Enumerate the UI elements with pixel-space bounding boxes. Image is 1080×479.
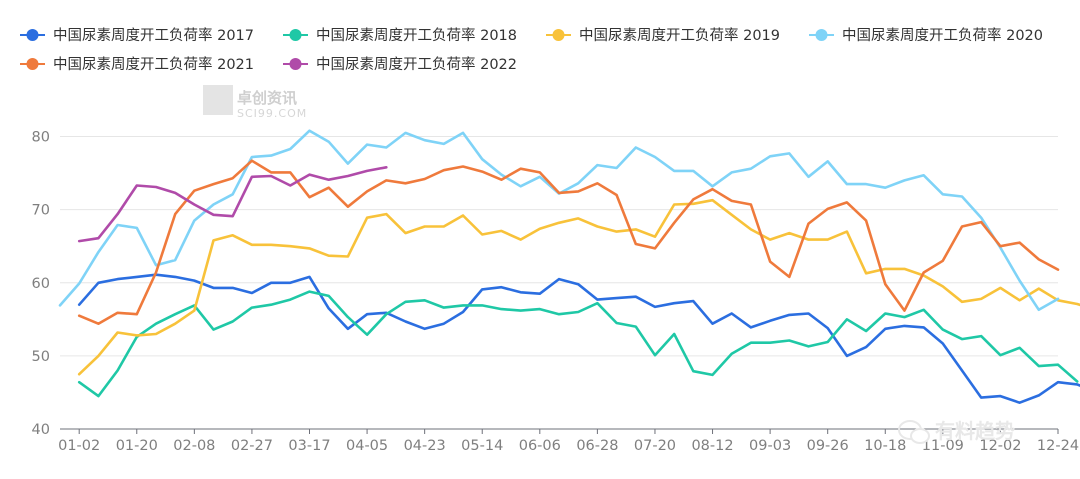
x-tick-label: 09-03	[749, 438, 791, 454]
legend-label: 中国尿素周度开工负荷率 2020	[842, 27, 1043, 44]
legend-marker	[26, 29, 39, 41]
series-line-5	[77, 159, 1060, 325]
x-tick-label: 01-02	[58, 438, 100, 454]
legend-marker	[815, 29, 828, 41]
legend-item[interactable]: 中国尿素周度开工负荷率 2022	[283, 56, 517, 73]
y-tick-label: 60	[32, 276, 50, 292]
x-tick-label: 04-23	[404, 438, 446, 454]
legend-marker	[26, 58, 39, 70]
watermark-subtext: SCI99.COM	[237, 107, 307, 120]
x-axis: 01-02 01-20 02-08 02-27 03-17 04-05 04-23 05-14…	[58, 428, 1079, 454]
legend-item[interactable]: 中国尿素周度开工负荷率 2018	[283, 27, 517, 44]
y-tick-label: 70	[32, 203, 50, 219]
x-tick-label: 03-17	[288, 438, 330, 454]
series-line-2	[77, 290, 1079, 398]
series-line-3	[77, 198, 1080, 376]
legend-marker	[289, 58, 302, 70]
gridlines	[60, 136, 1058, 357]
legend-label: 中国尿素周度开工负荷率 2022	[316, 56, 517, 73]
watermark-logo-icon	[203, 85, 233, 115]
x-tick-label: 07-20	[634, 438, 676, 454]
x-tick-label: 04-05	[346, 438, 388, 454]
corner-badge: 有料趋势	[898, 419, 1015, 444]
legend-item[interactable]: 中国尿素周度开工负荷率 2017	[20, 27, 254, 44]
x-tick-label: 06-06	[519, 438, 561, 454]
x-tick-label: 02-27	[231, 438, 273, 454]
legend-item[interactable]: 中国尿素周度开工负荷率 2020	[809, 27, 1043, 44]
watermark-text: 卓创资讯	[237, 89, 297, 107]
x-tick-label: 05-14	[461, 438, 503, 454]
x-tick-label: 08-12	[691, 438, 733, 454]
x-tick-label: 02-08	[173, 438, 215, 454]
wechat-icon	[898, 420, 930, 444]
corner-badge-text: 有料趋势	[935, 419, 1015, 443]
x-tick-label: 12-02	[979, 438, 1021, 454]
series-lines	[58, 129, 1080, 404]
legend[interactable]: 中国尿素周度开工负荷率 2017 中国尿素周度开工负荷率 2018 中国尿素周度开工…	[20, 27, 1043, 73]
y-tick-label: 80	[32, 130, 50, 146]
watermark: 卓创资讯 SCI99.COM	[203, 85, 307, 120]
x-tick-label: 10-18	[864, 438, 906, 454]
x-tick-label: 12-24	[1037, 438, 1079, 454]
legend-item[interactable]: 中国尿素周度开工负荷率 2021	[20, 56, 254, 73]
x-tick-label: 06-28	[576, 438, 618, 454]
legend-label: 中国尿素周度开工负荷率 2017	[53, 27, 254, 44]
y-tick-label: 50	[32, 349, 50, 365]
legend-marker	[289, 29, 302, 41]
legend-label: 中国尿素周度开工负荷率 2021	[53, 56, 254, 73]
legend-marker	[552, 29, 565, 41]
x-tick-label: 01-20	[116, 438, 158, 454]
legend-label: 中国尿素周度开工负荷率 2018	[316, 27, 517, 44]
y-tick-label: 40	[32, 422, 50, 438]
series-line-6	[77, 166, 388, 243]
x-tick-label: 09-26	[807, 438, 849, 454]
y-axis: 40 50 60 70 80	[32, 130, 50, 438]
legend-label: 中国尿素周度开工负荷率 2019	[579, 27, 780, 44]
x-tick-label: 11-09	[922, 438, 964, 454]
legend-item[interactable]: 中国尿素周度开工负荷率 2019	[546, 27, 780, 44]
series-line-1	[77, 273, 1080, 404]
